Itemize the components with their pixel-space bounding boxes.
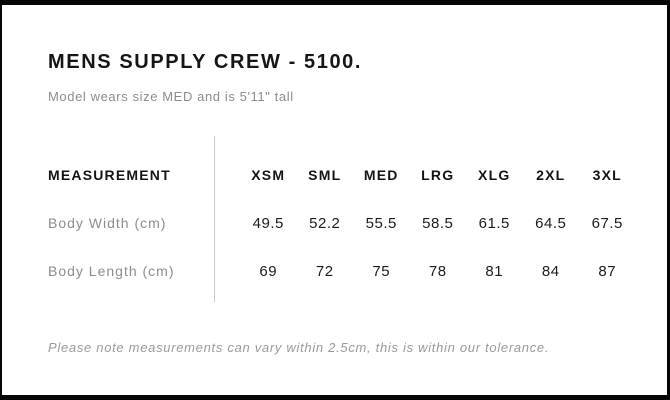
row-label-body-length: Body Length (cm) bbox=[48, 263, 175, 279]
body-length-2xl: 84 bbox=[541, 262, 560, 280]
size-table: MEASUREMENT XSM SML MED LRG XLG 2XL 3XL … bbox=[48, 136, 667, 302]
body-width-3xl: 67.5 bbox=[591, 214, 623, 232]
tolerance-note: Please note measurements can vary within… bbox=[48, 340, 550, 355]
size-column-header-xlg: XLG bbox=[478, 167, 511, 183]
body-width-xsm: 49.5 bbox=[252, 214, 284, 232]
body-length-xlg: 81 bbox=[485, 262, 504, 280]
size-column-header-xsm: XSM bbox=[251, 167, 286, 183]
body-width-xlg: 61.5 bbox=[478, 214, 510, 232]
body-length-lrg: 78 bbox=[428, 262, 447, 280]
body-width-row: Body Width (cm) 49.5 52.2 55.5 58.5 61.5… bbox=[48, 199, 667, 247]
model-size-info: Model wears size MED and is 5'11" tall bbox=[48, 89, 294, 104]
body-length-xsm: 69 bbox=[259, 262, 278, 280]
size-column-header-3xl: 3XL bbox=[592, 167, 622, 183]
size-column-header-med: MED bbox=[363, 167, 399, 183]
column-divider bbox=[214, 136, 215, 302]
body-length-med: 75 bbox=[372, 262, 391, 280]
product-title: MENS SUPPLY CREW - 5100. bbox=[48, 51, 363, 73]
body-length-3xl: 87 bbox=[598, 262, 617, 280]
size-column-header-sml: SML bbox=[308, 167, 342, 183]
body-length-sml: 72 bbox=[315, 262, 334, 280]
body-width-lrg: 58.5 bbox=[422, 214, 454, 232]
body-length-row: Body Length (cm) 69 72 75 78 81 84 87 bbox=[48, 247, 667, 295]
size-column-header-2xl: 2XL bbox=[536, 167, 566, 183]
size-column-header-lrg: LRG bbox=[421, 167, 455, 183]
body-width-2xl: 64.5 bbox=[535, 214, 567, 232]
body-width-med: 55.5 bbox=[365, 214, 397, 232]
body-width-sml: 52.2 bbox=[309, 214, 341, 232]
size-table-header-row: MEASUREMENT XSM SML MED LRG XLG 2XL 3XL bbox=[48, 151, 667, 199]
size-chart-content: MENS SUPPLY CREW - 5100. Model wears siz… bbox=[2, 52, 667, 354]
measurement-column-header: MEASUREMENT bbox=[48, 167, 171, 183]
row-label-body-width: Body Width (cm) bbox=[48, 215, 167, 231]
